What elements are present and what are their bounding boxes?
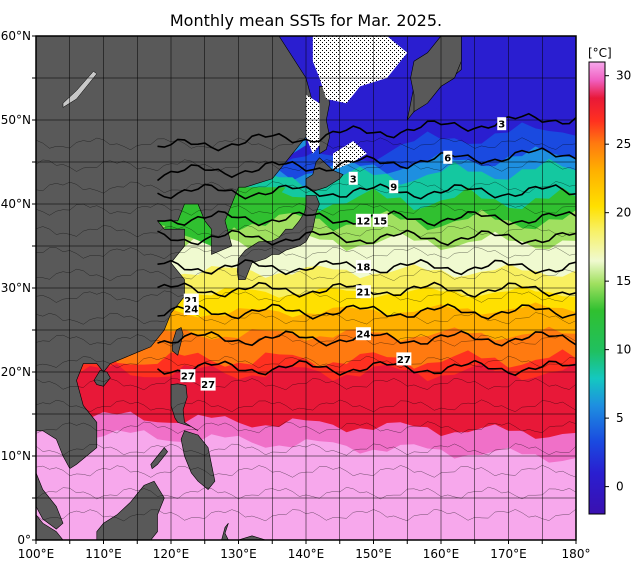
longitude-labels: 100°E 110°E 120°E 130°E 140°E 150°E 160°E 170°E… <box>18 547 591 561</box>
lon-label: 160°E <box>423 547 460 561</box>
lat-label: 50°N <box>1 113 31 127</box>
map-title: Monthly mean SSTs for Mar. 2025. <box>169 11 443 30</box>
lon-label: 140°E <box>288 547 325 561</box>
lon-label: 170°E <box>490 547 527 561</box>
isotherm-label: 12 <box>355 213 371 227</box>
svg-text:18: 18 <box>356 263 370 274</box>
svg-text:6: 6 <box>444 153 451 164</box>
colorbar-tick-label: 10 <box>616 343 631 357</box>
land-borneo <box>96 480 165 540</box>
lon-label: 130°E <box>220 547 257 561</box>
land-sumatra <box>36 514 64 540</box>
isotherm-label: 27 <box>200 377 216 391</box>
isotherm-label: 3 <box>348 171 358 185</box>
lon-label: 180° <box>562 547 591 561</box>
isotherm-label: 15 <box>372 213 388 227</box>
lat-label: 30°N <box>1 281 31 295</box>
colorbar-ticks: 30 25 20 15 10 5 0 <box>605 69 631 494</box>
sea-ice-okhotsk <box>312 36 408 104</box>
isotherm <box>157 229 576 246</box>
lat-label: 40°N <box>1 197 31 211</box>
svg-text:27: 27 <box>201 380 215 391</box>
colorbar: [°C] 30 25 20 15 10 5 0 <box>588 46 631 515</box>
isotherm-label: 9 <box>389 180 399 194</box>
graticule <box>36 36 576 540</box>
isotherm-label: 24 <box>355 327 371 341</box>
lat-label: 0° <box>17 533 31 547</box>
isotherm-label: 21 <box>355 285 371 299</box>
land-newguinea <box>237 535 267 540</box>
isotherm-label: 3 <box>497 117 507 131</box>
isotherm <box>157 112 576 152</box>
land-malay <box>36 430 64 540</box>
land-halmahera <box>221 523 229 540</box>
land-palawan <box>150 447 168 470</box>
lon-label: 150°E <box>355 547 392 561</box>
colorbar-tick-label: 30 <box>616 69 631 83</box>
svg-text:27: 27 <box>397 355 411 366</box>
isotherm <box>157 359 576 377</box>
colorbar-tick-label: 25 <box>616 137 631 151</box>
isotherm <box>157 147 576 182</box>
isotherm <box>157 303 576 320</box>
lon-label: 110°E <box>85 547 122 561</box>
frame-ticks <box>32 35 577 544</box>
svg-text:21: 21 <box>184 296 198 307</box>
colorbar-gradient <box>588 61 606 515</box>
svg-text:27: 27 <box>181 372 195 383</box>
colorbar-tick-label: 0 <box>616 480 624 494</box>
isotherm-label: 18 <box>355 260 371 274</box>
lat-label: 20°N <box>1 365 31 379</box>
isotherm-label: 24 <box>183 302 199 316</box>
isotherm-label: 6 <box>443 150 453 164</box>
land-japan_honshu <box>236 195 320 280</box>
colorbar-tick-label: 15 <box>616 274 631 288</box>
land-kamchatka <box>410 36 462 113</box>
svg-text:3: 3 <box>498 120 505 131</box>
lon-label: 120°E <box>153 547 190 561</box>
isotherm-label: 27 <box>180 369 196 383</box>
lat-label: 10°N <box>1 449 31 463</box>
svg-text:21: 21 <box>356 288 370 299</box>
colorbar-tick-label: 5 <box>616 411 624 425</box>
land-layer <box>36 36 462 540</box>
lat-label: 60°N <box>1 29 31 43</box>
lon-label: 100°E <box>18 547 55 561</box>
svg-text:12: 12 <box>356 216 370 227</box>
svg-text:9: 9 <box>390 183 397 194</box>
sea-ice-tartary <box>306 94 320 154</box>
svg-text:3: 3 <box>350 174 357 185</box>
land-luzon <box>170 383 199 432</box>
isotherm-label: 27 <box>396 352 412 366</box>
colorbar-tick-label: 20 <box>616 206 631 220</box>
latitude-labels: 60°N 50°N 40°N 30°N 20°N 10°N 0° <box>1 29 31 547</box>
svg-text:24: 24 <box>184 305 198 316</box>
land-hainan <box>93 369 111 387</box>
svg-text:24: 24 <box>356 330 370 341</box>
colorbar-unit: [°C] <box>588 46 612 60</box>
lake-baikal <box>62 70 98 108</box>
svg-text:15: 15 <box>373 216 387 227</box>
